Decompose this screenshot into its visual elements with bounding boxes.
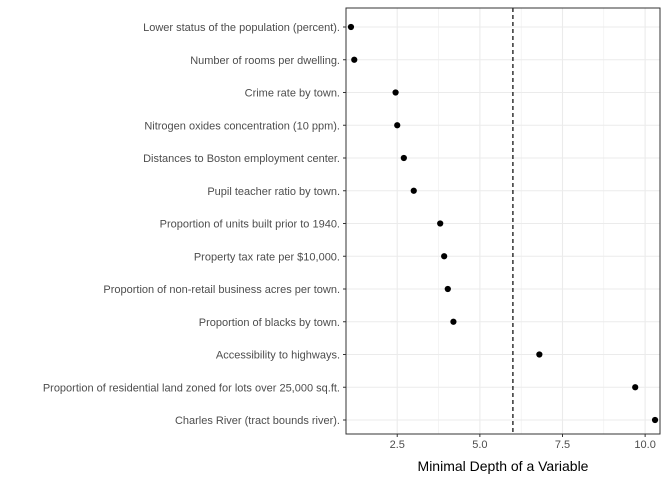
data-point bbox=[437, 220, 444, 227]
data-point bbox=[351, 56, 358, 63]
plot-panel bbox=[346, 8, 660, 434]
x-tick-label: 5.0 bbox=[472, 439, 487, 451]
y-tick-label: Proportion of non-retail business acres … bbox=[103, 284, 340, 296]
data-point bbox=[441, 253, 448, 260]
data-point bbox=[632, 384, 639, 391]
y-tick-label: Property tax rate per $10,000. bbox=[194, 251, 340, 263]
y-tick-label: Nitrogen oxides concentration (10 ppm). bbox=[144, 120, 340, 132]
data-point bbox=[410, 187, 417, 194]
panel-border bbox=[345, 7, 661, 435]
data-point bbox=[400, 154, 407, 162]
y-axis-labels: Lower status of the population (percent)… bbox=[43, 22, 346, 427]
data-point bbox=[444, 285, 451, 293]
data-point bbox=[392, 89, 399, 96]
y-tick-label: Distances to Boston employment center. bbox=[143, 153, 340, 165]
x-tick-label: 7.5 bbox=[555, 439, 570, 451]
x-tick-label: 10.0 bbox=[634, 439, 655, 451]
x-axis-labels: 2.5 5.0 7.5 10.0 bbox=[390, 434, 656, 451]
y-tick-label: Proportion of blacks by town. bbox=[199, 317, 340, 329]
data-point bbox=[347, 23, 355, 31]
x-axis-title: Minimal Depth of a Variable bbox=[418, 458, 589, 474]
y-tick-label: Proportion of units built prior to 1940. bbox=[160, 219, 340, 231]
y-tick-label: Proportion of residential land zoned for… bbox=[43, 382, 340, 394]
data-point bbox=[394, 122, 401, 129]
data-points bbox=[347, 23, 659, 424]
y-tick-label: Charles River (tract bounds river). bbox=[175, 415, 340, 427]
y-tick-label: Pupil teacher ratio by town. bbox=[207, 186, 340, 198]
y-tick-label: Crime rate by town. bbox=[245, 88, 340, 100]
y-tick-label: Number of rooms per dwelling. bbox=[190, 55, 340, 67]
x-tick-label: 2.5 bbox=[390, 439, 405, 451]
data-point bbox=[450, 318, 457, 325]
data-point bbox=[536, 351, 543, 358]
data-point bbox=[651, 416, 659, 424]
y-tick-label: Accessibility to highways. bbox=[216, 350, 340, 362]
y-tick-label: Lower status of the population (percent)… bbox=[143, 22, 340, 34]
